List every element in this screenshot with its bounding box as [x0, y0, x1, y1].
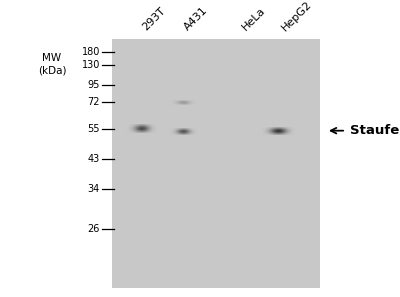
Text: 293T: 293T: [140, 6, 167, 33]
Text: 43: 43: [88, 154, 100, 164]
Text: 130: 130: [82, 60, 100, 70]
Text: 26: 26: [88, 224, 100, 234]
Text: 95: 95: [88, 80, 100, 90]
Text: HepG2: HepG2: [280, 0, 314, 33]
Text: 34: 34: [88, 184, 100, 194]
Text: 72: 72: [88, 97, 100, 108]
Text: A431: A431: [182, 5, 210, 33]
Text: 55: 55: [88, 124, 100, 134]
Text: MW
(kDa): MW (kDa): [38, 53, 66, 75]
Text: HeLa: HeLa: [240, 6, 267, 33]
Text: Staufen: Staufen: [350, 124, 400, 137]
Bar: [112, 39, 320, 288]
Text: 180: 180: [82, 47, 100, 57]
